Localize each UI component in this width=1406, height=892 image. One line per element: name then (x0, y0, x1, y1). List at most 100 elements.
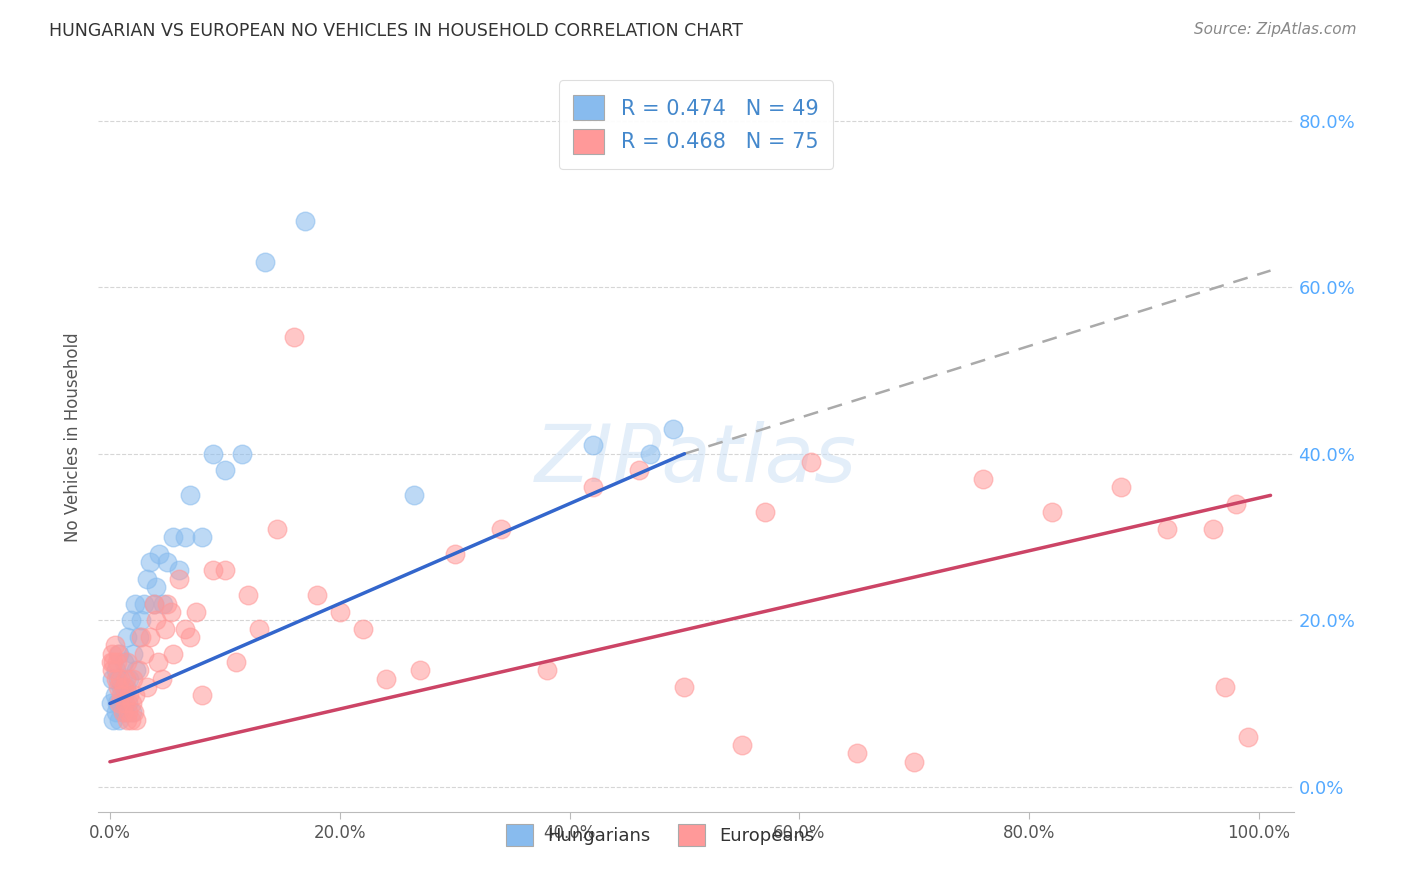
Point (135, 680, 157, 694)
Point (118, 672, 141, 686)
Point (128, 630, 150, 644)
Point (214, 463, 236, 477)
Point (110, 672, 132, 686)
Point (135, 572, 157, 586)
Point (122, 672, 145, 686)
Point (115, 672, 138, 686)
Point (121, 697, 143, 711)
Text: Source: ZipAtlas.com: Source: ZipAtlas.com (1194, 22, 1357, 37)
Point (225, 655, 247, 669)
Point (159, 605, 181, 619)
Point (145, 580, 167, 594)
Point (173, 622, 195, 636)
Point (673, 680, 696, 694)
Point (184, 605, 207, 619)
Point (114, 697, 136, 711)
Point (104, 672, 127, 686)
Point (115, 655, 138, 669)
Point (107, 680, 129, 694)
Point (156, 597, 179, 611)
Point (153, 622, 176, 636)
Point (107, 647, 129, 661)
Point (117, 705, 139, 719)
Point (101, 672, 124, 686)
Point (167, 572, 190, 586)
Point (254, 255, 277, 269)
Point (162, 647, 184, 661)
Point (581, 438, 603, 452)
Point (110, 697, 132, 711)
Point (236, 588, 259, 602)
Point (167, 563, 190, 577)
Point (121, 705, 143, 719)
Point (128, 663, 150, 677)
Point (247, 622, 270, 636)
Point (124, 597, 146, 611)
Point (536, 663, 558, 677)
Point (352, 622, 374, 636)
Point (1202, 522, 1225, 536)
Legend: Hungarians, Europeans: Hungarians, Europeans (496, 815, 824, 855)
Point (110, 688, 132, 702)
Point (627, 463, 650, 477)
Point (202, 563, 225, 577)
Point (191, 530, 214, 544)
Point (104, 705, 127, 719)
Point (108, 697, 131, 711)
Point (903, 755, 925, 769)
Point (150, 672, 173, 686)
Point (110, 680, 132, 694)
Point (129, 630, 152, 644)
Point (191, 688, 214, 702)
Point (173, 530, 195, 544)
Point (112, 655, 135, 669)
Point (662, 422, 685, 436)
Point (1156, 522, 1178, 536)
Point (214, 563, 236, 577)
Point (125, 713, 148, 727)
Point (101, 647, 124, 661)
Point (162, 530, 184, 544)
Point (107, 672, 129, 686)
Point (103, 688, 125, 702)
Point (115, 630, 138, 644)
Point (103, 655, 125, 669)
Point (972, 472, 994, 486)
Point (100, 655, 122, 669)
Point (731, 738, 754, 752)
Point (800, 455, 823, 469)
Point (1225, 497, 1247, 511)
Point (404, 488, 426, 502)
Point (111, 705, 134, 719)
Point (148, 547, 170, 561)
Point (581, 480, 603, 494)
Point (101, 663, 124, 677)
Point (104, 663, 127, 677)
Point (142, 597, 165, 611)
Point (134, 647, 156, 661)
Point (105, 697, 128, 711)
Point (117, 697, 139, 711)
Point (125, 663, 148, 677)
Point (129, 613, 152, 627)
Point (152, 597, 174, 611)
Point (120, 613, 142, 627)
Point (112, 688, 135, 702)
Point (1109, 480, 1132, 494)
Point (118, 688, 141, 702)
Point (112, 680, 135, 694)
Point (409, 663, 432, 677)
Point (122, 705, 145, 719)
Point (114, 705, 136, 719)
Point (283, 330, 305, 344)
Text: ZIPatlas: ZIPatlas (534, 420, 858, 499)
Point (122, 647, 145, 661)
Point (108, 713, 131, 727)
Point (115, 680, 138, 694)
Point (100, 697, 122, 711)
Point (120, 713, 142, 727)
Point (108, 647, 131, 661)
Point (329, 605, 352, 619)
Point (1213, 680, 1236, 694)
Point (845, 747, 868, 761)
